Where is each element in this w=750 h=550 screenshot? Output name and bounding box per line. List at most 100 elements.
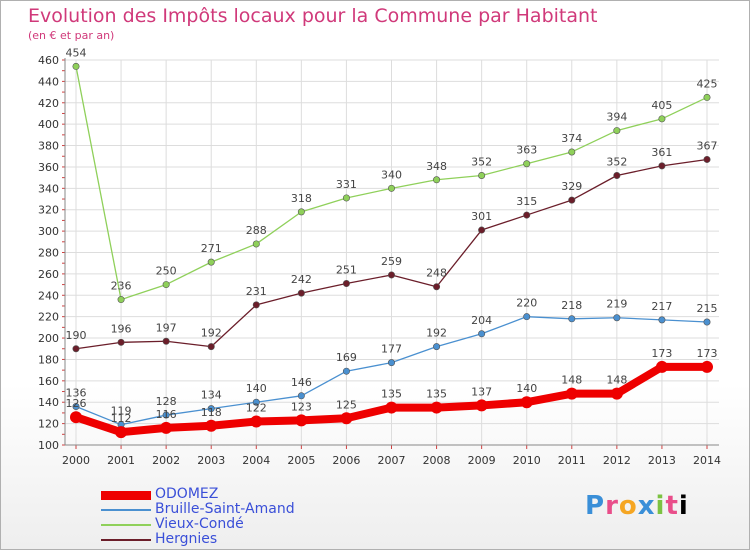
data-label: 405 [651,99,672,112]
data-point [72,62,80,70]
data-label: 137 [471,385,492,398]
data-point [523,160,531,168]
data-point [72,345,80,353]
legend-label: Bruille-Saint-Amand [155,501,295,517]
data-label: 374 [561,132,582,145]
data-point [117,296,125,304]
data-label: 331 [336,178,357,191]
data-point [478,226,486,234]
data-label: 301 [471,210,492,223]
data-label: 425 [697,77,718,90]
x-tick-label: 2006 [332,454,360,467]
data-label: 352 [471,156,492,169]
data-point [610,387,623,400]
data-label: 217 [651,300,672,313]
data-label: 134 [201,389,222,402]
data-label: 119 [111,405,132,418]
data-label: 250 [156,265,177,278]
data-label: 140 [516,382,537,395]
y-tick-label: 380 [38,140,59,153]
data-label: 329 [561,180,582,193]
data-labels: 126 112 116 118 122 123 125 135 135 137 140 148 148 1… [66,46,718,425]
data-label: 340 [381,168,402,181]
data-label: 315 [516,195,537,208]
data-label: 367 [697,139,718,152]
data-label: 190 [66,329,87,342]
x-tick-label: 2014 [693,454,721,467]
x-tick-labels: 2000 2001 2002 2003 2004 2005 2006 2007 2008 2009… [62,454,721,467]
data-point [207,343,215,351]
legend-swatch [101,539,151,541]
data-point [387,271,395,279]
data-point [252,240,260,248]
data-label: 135 [381,388,402,401]
data-label: 288 [246,224,267,237]
x-tick-label: 2004 [242,454,270,467]
data-label: 197 [156,321,177,334]
data-point [252,398,260,406]
data-point [658,162,666,170]
x-tick-label: 2003 [197,454,225,467]
y-tick-label: 240 [38,289,59,302]
y-tick-label: 280 [38,247,59,260]
x-tick-label: 2002 [152,454,180,467]
data-label: 148 [606,374,627,387]
data-point [433,176,441,184]
x-tick-label: 2012 [603,454,631,467]
data-point [568,315,576,323]
x-tick-label: 2001 [107,454,135,467]
data-label: 218 [561,299,582,312]
legend-swatch [101,524,151,526]
data-point [297,289,305,297]
data-label: 116 [156,408,177,421]
x-tick-label: 2009 [468,454,496,467]
data-point [160,421,173,434]
data-label: 454 [66,46,87,59]
x-tick-label: 2010 [513,454,541,467]
data-label: 231 [246,285,267,298]
data-point [117,338,125,346]
data-point [297,208,305,216]
data-point [703,318,711,326]
y-tick-label: 160 [38,375,59,388]
data-point [342,280,350,288]
y-tick-label: 140 [38,396,59,409]
data-point [655,360,668,373]
data-label: 248 [426,267,447,280]
data-point [252,301,260,309]
data-point [430,401,443,414]
data-point [295,414,308,427]
y-tick-label: 300 [38,225,59,238]
data-point [658,115,666,123]
data-point [523,313,531,321]
x-tick-label: 2000 [62,454,90,467]
data-point [433,283,441,291]
y-tick-label: 340 [38,182,59,195]
x-tick-label: 2013 [648,454,676,467]
x-tick-label: 2005 [287,454,315,467]
data-point [162,281,170,289]
data-point [205,419,218,432]
legend-label: Hergnies [155,531,218,547]
data-label: 128 [156,395,177,408]
data-label: 196 [111,322,132,335]
line-chart: 100 120 140 160 180 200 220 240 260 280 300 320 340 3… [38,46,721,467]
data-label: 112 [111,412,132,425]
data-point [162,411,170,419]
data-point [523,211,531,219]
data-label: 125 [336,398,357,411]
data-point [340,412,353,425]
data-point [207,258,215,266]
data-point [387,184,395,192]
data-point [207,405,215,413]
data-point [162,337,170,345]
data-point [72,402,80,410]
y-tick-label: 100 [38,439,59,452]
data-point [478,172,486,180]
data-label: 192 [201,327,222,340]
data-point [387,359,395,367]
data-point [478,330,486,338]
y-tick-label: 360 [38,161,59,174]
data-label: 192 [426,327,447,340]
data-point [70,411,82,424]
